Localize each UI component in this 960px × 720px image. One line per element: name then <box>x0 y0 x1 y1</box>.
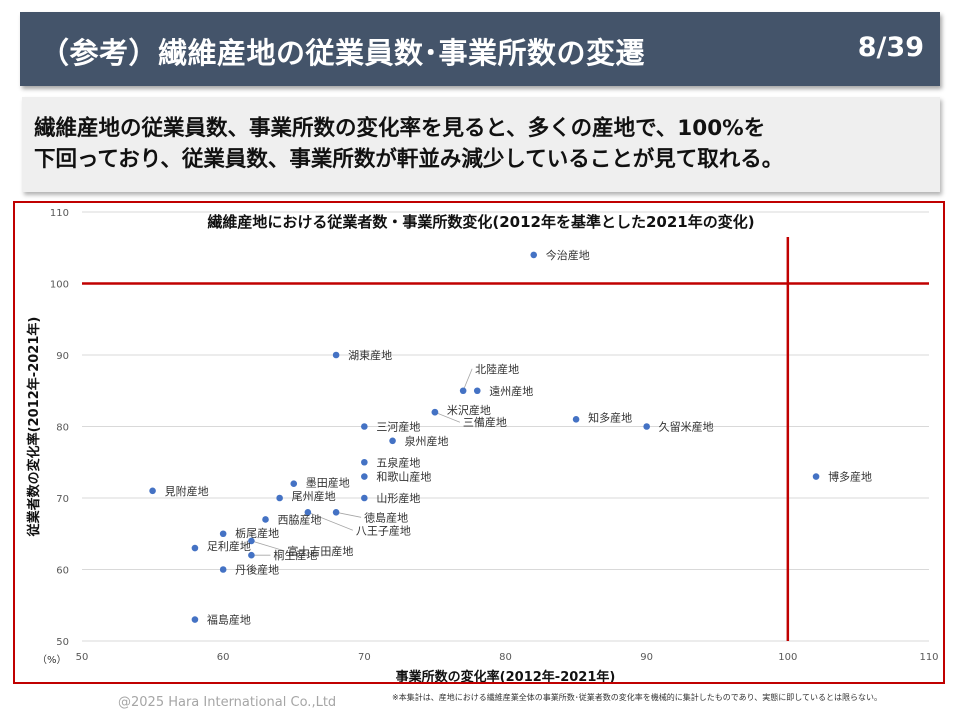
x-tick-label: 110 <box>919 652 938 663</box>
data-point <box>431 408 439 416</box>
x-tick-label: 50 <box>76 652 89 663</box>
data-point <box>219 530 227 538</box>
point-label: 湖東産地 <box>348 349 392 362</box>
x-tick-label: 60 <box>217 652 230 663</box>
footer-copyright: @2025 Hara International Co.,Ltd <box>118 695 337 710</box>
point-label: 米沢産地 <box>447 403 491 417</box>
point-label: 遠州産地 <box>489 385 533 398</box>
point-label: 北陸産地 <box>475 363 519 376</box>
data-point <box>304 509 312 516</box>
data-point <box>332 509 340 516</box>
data-point <box>332 351 340 359</box>
data-point <box>389 437 396 445</box>
data-point <box>191 616 199 623</box>
unit-label: （%） <box>37 654 67 666</box>
data-point <box>276 494 283 502</box>
summary-line-2: 下回っており、従業員数、事業所数が軒並み減少していることが見て取れる。 <box>34 147 784 172</box>
chart-frame: 50 60 70 80 90 100 110 50 60 70 80 90 100 110 繊維産地における… <box>13 201 945 684</box>
footer-note: ※本集計は、産地における繊維産業全体の事業所数･従業者数の変化率を機械的に集計し… <box>392 693 883 702</box>
y-tick-label: 70 <box>56 494 69 505</box>
point-label: 今治産地 <box>546 248 590 262</box>
summary-text: 繊維産地の従業員数、事業所数の変化率を見ると、多くの産地で、100%を 下回って… <box>34 113 934 175</box>
data-point <box>248 537 255 545</box>
chart-title: 繊維産地における従業者数・事業所数変化(2012年を基準とした2021年の変化) <box>207 213 754 231</box>
point-label: 八王子産地 <box>356 524 411 537</box>
y-tick-label: 110 <box>50 208 69 219</box>
y-tick-label: 90 <box>56 351 69 362</box>
scatter-chart: 50 60 70 80 90 100 110 50 60 70 80 90 100 110 繊維産地における… <box>26 208 939 682</box>
point-label: 福島産地 <box>207 613 251 627</box>
point-label: 泉州産地 <box>405 434 449 448</box>
data-point <box>219 566 227 573</box>
point-label: 知多産地 <box>588 410 632 424</box>
point-label: 徳島産地 <box>364 510 408 524</box>
data-point <box>459 387 467 395</box>
leader-line <box>462 368 473 391</box>
page-title: （参考）繊維産地の従業員数･事業所数の変遷 <box>40 36 646 70</box>
y-tick-label: 100 <box>50 280 69 291</box>
page-number: 8/39 <box>857 32 924 63</box>
data-point <box>530 251 538 259</box>
point-label: 見附産地 <box>165 484 209 498</box>
title-bar: （参考）繊維産地の従業員数･事業所数の変遷 8/39 <box>20 12 940 86</box>
x-axis-label: 事業所数の変化率(2012年-2021年) <box>396 669 616 682</box>
data-point <box>361 494 368 502</box>
x-tick-label: 80 <box>499 652 512 663</box>
data-point <box>290 480 298 488</box>
point-label: 西脇産地 <box>278 513 322 526</box>
leader-line <box>251 540 285 552</box>
data-point <box>572 416 580 423</box>
point-label: 三備産地 <box>463 416 507 429</box>
y-tick-label: 80 <box>56 423 69 434</box>
point-label: 栃尾産地 <box>235 526 279 540</box>
x-tick-label: 100 <box>778 652 797 663</box>
data-point <box>361 458 368 466</box>
point-label: 五泉産地 <box>376 455 420 469</box>
y-tick-label: 50 <box>56 637 69 648</box>
point-label: 足利産地 <box>207 540 251 553</box>
data-point <box>248 551 255 559</box>
summary-box: 繊維産地の従業員数、事業所数の変化率を見ると、多くの産地で、100%を 下回って… <box>22 97 940 192</box>
data-point <box>191 544 199 552</box>
point-label: 和歌山産地 <box>376 470 431 484</box>
point-label: 博多産地 <box>828 470 872 484</box>
leader-line <box>434 411 461 423</box>
point-label: 桐生産地 <box>273 548 317 562</box>
point-label: 丹後産地 <box>235 563 279 577</box>
data-point <box>262 516 269 523</box>
x-tick-label: 90 <box>640 652 653 663</box>
leader-line <box>307 511 354 531</box>
data-point <box>361 473 368 480</box>
data-point <box>643 423 650 430</box>
leader-line <box>336 511 362 518</box>
data-point <box>149 487 156 495</box>
data-point <box>473 387 481 395</box>
point-label: 富士吉田産地 <box>287 544 353 558</box>
y-tick-label: 60 <box>56 566 69 577</box>
point-label: 三河産地 <box>376 421 420 434</box>
point-label: 山形産地 <box>376 492 420 505</box>
data-point <box>812 473 820 480</box>
point-label: 尾州産地 <box>292 490 336 503</box>
point-label: 久留米産地 <box>659 421 714 434</box>
x-tick-label: 70 <box>358 652 371 663</box>
data-point <box>361 423 368 430</box>
summary-line-1: 繊維産地の従業員数、事業所数の変化率を見ると、多くの産地で、100%を <box>34 116 766 141</box>
y-axis-label: 従業者数の変化率(2012年-2021年) <box>26 317 42 538</box>
point-label: 墨田産地 <box>306 477 350 490</box>
